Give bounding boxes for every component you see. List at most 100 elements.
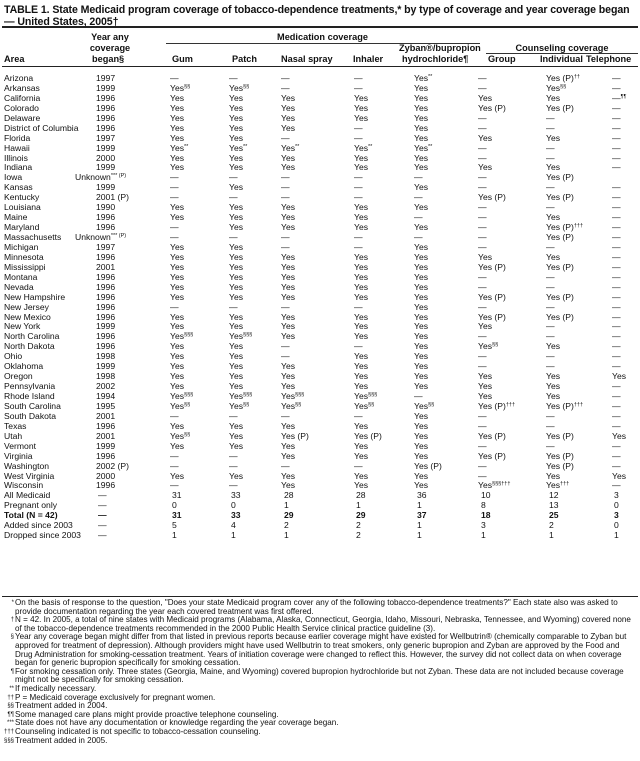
cell-area: Montana [4,271,38,282]
header-individual: Individual [540,54,583,64]
cell-area: Pregnant only [4,500,58,511]
cell-group: 8 [481,500,486,511]
cell-group: Yes [478,92,493,103]
cell-individual: — [546,152,555,163]
footnote-mark: ¶ [10,668,14,675]
cell-group: Yes (P)††† [478,400,516,411]
cell-individual: Yes [546,371,561,382]
cell-gum: Yes [170,241,185,252]
cell-group: 3 [481,520,486,531]
cell-patch: Yes [229,182,244,193]
cell-year: 1999 [96,142,116,153]
cell-gum: — [170,182,179,193]
cell-nasal-spray: 29 [284,510,294,521]
cell-patch: Yes [229,251,244,262]
footnote-text: If medically necessary. [15,683,97,693]
cell-area: New Jersey [4,301,49,312]
cell-inhaler: Yes [354,212,369,223]
footnote: ¶¶ Some managed care plans might provide … [4,710,638,720]
cell-telephone: — [612,82,621,93]
table-row: Arizona 1997 — — — — Yes** — Yes (P)†† — [0,73,640,84]
cell-gum: 1 [172,530,177,541]
cell-group: — [478,361,487,372]
table-row: Nevada 1996 Yes Yes Yes Yes Yes — — — [0,281,640,293]
cell-individual: — [546,182,555,193]
cell-patch: — [229,73,238,83]
cell-zyban: Yes [414,251,429,262]
cell-zyban: Yes [414,470,429,481]
table-row: Utah 2001 Yes§§ Yes Yes (P) Yes (P) Yes Yes (P)… [0,430,640,442]
footnote-mark: ¶¶ [7,711,14,718]
cell-nasal-spray: — [281,351,290,362]
cell-area: South Carolina [4,400,61,411]
cell-telephone: — [612,222,621,233]
table-row: New Jersey 1996 — — — — Yes — — — [0,301,640,313]
cell-telephone: — [612,182,621,193]
cell-telephone: — [612,301,621,312]
cell-group: — [478,232,487,242]
cell-area: Iowa [4,172,23,183]
cell-area: Texas [4,420,27,431]
cell-telephone: —¶¶ [612,92,627,103]
cell-group: Yes (P) [478,311,506,322]
table-row: New Hampshire 1996 Yes Yes Yes Yes Yes Yes (P) Y… [0,292,640,303]
cell-group: Yes [478,132,493,143]
cell-area: All Medicaid [4,490,51,501]
cell-nasal-spray: Yes [281,371,296,382]
footnote-mark: † [10,617,14,624]
cell-area: Pennsylvania [4,381,56,392]
cell-zyban: Yes [414,301,429,312]
cell-area: Nevada [4,281,34,292]
cell-group: — [478,351,487,362]
cell-group: — [478,331,487,342]
footnote-text: Treatment added in 2004. [15,701,108,711]
cell-telephone: — [612,331,621,342]
table-row: New Mexico 1996 Yes Yes Yes Yes Yes Yes (P) Yes … [0,311,640,323]
cell-inhaler: 2 [356,530,361,541]
cell-zyban: Yes [414,410,429,421]
cell-individual: Yes [546,162,561,173]
footnote: ††† Counseling indicated is not specific … [4,727,638,737]
cell-area: District of Columbia [4,122,79,133]
cell-telephone: — [612,152,621,163]
cell-zyban: 1 [417,520,422,531]
cell-individual: Yes [546,391,561,401]
cell-inhaler: Yes [354,152,369,163]
cell-patch: Yes [229,92,244,103]
cell-inhaler: Yes§§§ [354,391,378,401]
table-row: Arkansas 1999 Yes§§ Yes§§ — — Yes — Yes§§ — [0,82,640,94]
cell-area: Maine [4,212,28,223]
footnote: † N = 42. In 2005, a total of nine states… [4,615,638,633]
medication-group-rule [166,43,480,44]
cell-patch: Yes [229,371,244,382]
cell-gum: — [170,73,179,83]
cell-year: 1996 [96,311,116,322]
cell-telephone: — [612,261,621,272]
cell-group: Yes (P) [478,261,506,272]
cell-gum: Yes§§ [170,430,191,441]
header-area: Area [4,54,25,64]
cell-gum: — [170,450,179,461]
cell-group: — [478,222,487,233]
cell-zyban: Yes [414,102,429,113]
cell-inhaler: Yes [354,162,369,173]
cell-telephone: — [612,391,621,401]
cell-individual: — [546,271,555,282]
footnote-text: For smoking cessation only. Three states… [15,666,624,685]
cell-telephone: — [612,460,621,471]
table-row: Texas 1996 Yes Yes Yes Yes Yes — — — [0,420,640,432]
cell-group: — [478,420,487,431]
cell-zyban: Yes [414,361,429,372]
cell-group: Yes [478,321,493,332]
footnote: ¶ For smoking cessation only. Three state… [4,666,638,685]
cell-telephone: — [612,142,621,153]
cell-individual: Yes (P)†† [546,73,580,83]
cell-group: — [478,410,487,421]
cell-nasal-spray: Yes [281,450,296,461]
cell-area: Colorado [4,102,39,113]
cell-area: Arkansas [4,82,40,93]
cell-nasal-spray: Yes [281,122,296,133]
cell-patch: Yes [229,222,244,233]
cell-patch: Yes [229,420,244,431]
cell-group: — [478,470,487,481]
